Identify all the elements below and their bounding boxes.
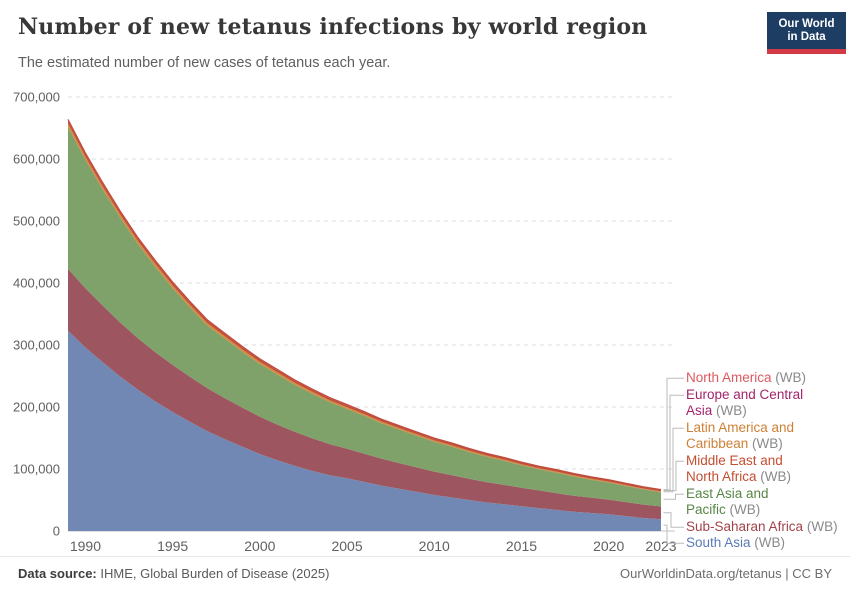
legend-entry-east-asia-and-pacific[interactable]: East Asia and Pacific (WB) (686, 486, 848, 519)
legend-label-line: North Africa (WB) (686, 469, 792, 484)
legend-label-line: Europe and Central (686, 386, 804, 402)
data-source-value: IHME, Global Burden of Disease (2025) (100, 566, 330, 581)
legend-connector-south-asia (663, 524, 684, 544)
chart-footer: Data source: IHME, Global Burden of Dise… (18, 566, 832, 581)
x-axis-tick-label: 2023 (645, 538, 676, 554)
x-axis-tick-label: 2010 (419, 538, 450, 554)
y-axis-tick-label: 200,000 (13, 400, 60, 415)
legend-connector-latin-america-and-caribbean (663, 427, 684, 493)
area-east-asia-and-pacific[interactable] (68, 126, 661, 507)
y-axis-tick-label: 0 (53, 524, 60, 539)
legend-label-suffix: (WB) (771, 370, 807, 385)
legend-label-line: Latin America and (686, 419, 795, 435)
legend-entry-south-asia[interactable]: South Asia (WB) (686, 535, 848, 552)
legend-label-line: East Asia and (686, 485, 769, 501)
page-title: Number of new tetanus infections by worl… (18, 14, 648, 40)
legend-label-suffix: (WB) (712, 403, 747, 418)
y-axis-tick-label: 600,000 (13, 152, 60, 167)
x-axis-tick-label: 2005 (331, 538, 362, 554)
legend-label-line: Pacific (WB) (686, 502, 761, 517)
legend-connector-europe-and-central-asia (663, 394, 684, 491)
legend-label-suffix: (WB) (748, 436, 783, 451)
legend-entry-sub-saharan-africa[interactable]: Sub-Saharan Africa (WB) (686, 519, 848, 536)
cc-by-link[interactable]: OurWorldinData.org/tetanus | CC BY (620, 566, 832, 581)
y-axis-tick-label: 500,000 (13, 214, 60, 229)
owid-logo-line1: Our World (778, 18, 835, 30)
area-sub-saharan-africa[interactable] (68, 268, 661, 520)
legend-label-line: Caribbean (WB) (686, 436, 783, 451)
legend-connector-middle-east-and-north-africa (663, 460, 684, 492)
legend-entry-latin-america-and-caribbean[interactable]: Latin America and Caribbean (WB) (686, 420, 848, 453)
legend-entry-north-america[interactable]: North America (WB) (686, 370, 848, 387)
x-axis-tick-label: 2015 (506, 538, 537, 554)
legend-label-line: Sub-Saharan Africa (WB) (686, 518, 838, 534)
y-axis-tick-label: 300,000 (13, 338, 60, 353)
chart-subtitle: The estimated number of new cases of tet… (18, 55, 391, 71)
legend-connector-east-asia-and-pacific (663, 493, 684, 500)
legend-label-suffix: (WB) (803, 518, 838, 534)
data-source: Data source: IHME, Global Burden of Dise… (18, 566, 329, 581)
legend-label-line: North America (WB) (686, 370, 807, 385)
legend-label-line: Middle East and (686, 452, 783, 468)
y-axis-tick-label: 400,000 (13, 276, 60, 291)
stack-top-edge (67, 119, 662, 491)
y-axis-tick-label: 100,000 (13, 462, 60, 477)
legend-entry-europe-and-central-asia[interactable]: Europe and Central Asia (WB) (686, 387, 848, 420)
x-axis-tick-label: 1995 (157, 538, 188, 554)
x-axis-tick-label: 1990 (70, 538, 101, 554)
legend-entry-middle-east-and-north-africa[interactable]: Middle East and North Africa (WB) (686, 453, 848, 486)
owid-logo[interactable]: Our World in Data (767, 12, 846, 54)
area-south-asia[interactable] (68, 330, 661, 531)
data-source-label: Data source: (18, 566, 97, 581)
owid-logo-line2: in Data (787, 31, 826, 43)
legend-label-suffix: (WB) (725, 502, 761, 517)
legend-label-line: South Asia (WB) (686, 535, 786, 550)
x-axis-tick-label: 2020 (593, 538, 624, 554)
x-axis-tick-label: 2000 (244, 538, 275, 554)
legend-label-suffix: (WB) (750, 535, 786, 550)
legend-connector-sub-saharan-africa (663, 512, 684, 528)
footer-divider (0, 556, 850, 557)
y-axis-tick-label: 700,000 (13, 90, 60, 105)
chart-legend: North America (WB) Europe and Central Asia… (686, 370, 848, 552)
legend-label-suffix: (WB) (756, 469, 792, 484)
legend-label-line: Asia (WB) (686, 403, 747, 418)
